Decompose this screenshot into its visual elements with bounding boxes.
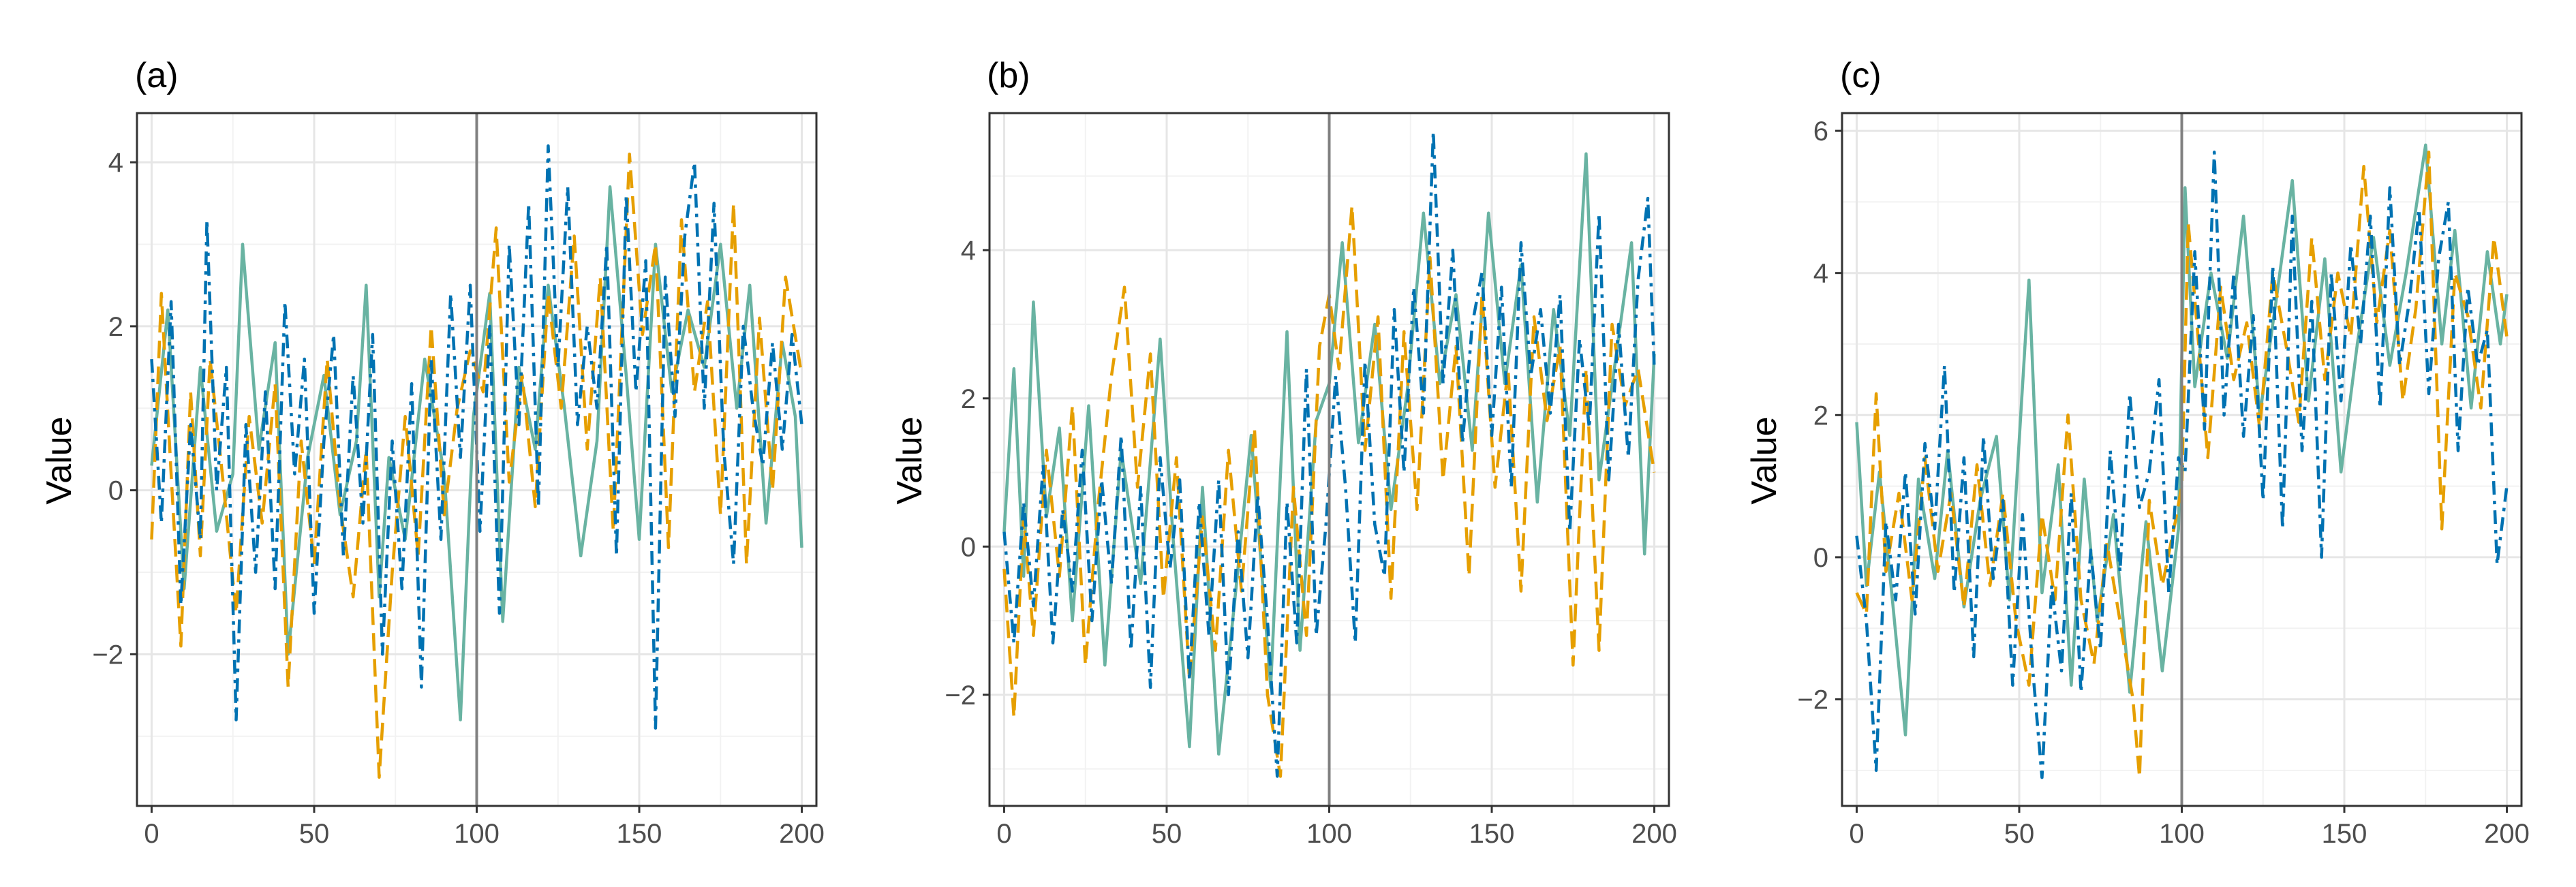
y-tick-label: 4 — [108, 148, 123, 178]
y-tick-label: 0 — [1813, 543, 1828, 573]
panel-label: (a) — [135, 56, 179, 95]
y-axis-label: Value — [890, 416, 930, 504]
panel-label: (b) — [987, 56, 1030, 95]
series-group — [150, 144, 803, 779]
x-tick-label: 150 — [2322, 819, 2367, 849]
series-line-series-1 — [1002, 152, 1656, 756]
y-tick-label: 0 — [961, 532, 976, 562]
y-tick-label: 4 — [1813, 259, 1828, 289]
x-tick-label: 100 — [1306, 819, 1352, 849]
panel-c: (c) Value −2 0 2 4 6 0 50 100 150 200 — [1745, 56, 2530, 849]
x-tick-label: 200 — [779, 819, 825, 849]
x-tick-label: 0 — [144, 819, 159, 849]
x-tick-label: 0 — [996, 819, 1011, 849]
x-tick-label: 50 — [1152, 819, 1182, 849]
x-tick-label: 50 — [299, 819, 330, 849]
y-tick-label: 6 — [1813, 116, 1828, 146]
plot-area: −2 0 2 4 0 50 100 150 200 — [945, 112, 1677, 849]
series-line-series-1 — [1855, 143, 2509, 736]
y-tick-label: 0 — [108, 476, 123, 506]
x-tick-label: 200 — [2484, 819, 2530, 849]
y-axis-label: Value — [1745, 416, 1784, 504]
y-axis-label: Value — [40, 416, 79, 504]
y-tick-label: 2 — [961, 384, 976, 414]
y-tick-label: −2 — [1797, 685, 1828, 715]
y-tick-label: −2 — [92, 640, 123, 670]
x-tick-label: 200 — [1631, 819, 1677, 849]
series-line-series-2 — [1855, 151, 2509, 779]
panel-label: (c) — [1840, 56, 1882, 95]
plot-area: −2 0 2 4 6 0 50 100 150 200 — [1797, 112, 2530, 849]
y-tick-label: 2 — [108, 312, 123, 342]
series-group — [1002, 129, 1656, 778]
series-line-series-2 — [1002, 204, 1656, 778]
series-line-series-3 — [1002, 129, 1656, 778]
x-tick-label: 150 — [617, 819, 662, 849]
panel-b: (b) Value −2 0 2 4 0 50 100 150 200 — [890, 56, 1677, 849]
x-tick-label: 100 — [2159, 819, 2205, 849]
panel-a: (a) Value −2 0 2 4 0 50 100 150 200 — [40, 56, 825, 849]
y-tick-label: 2 — [1813, 401, 1828, 431]
x-tick-label: 100 — [454, 819, 500, 849]
series-line-series-3 — [150, 144, 803, 730]
y-tick-label: −2 — [945, 681, 976, 711]
x-tick-label: 50 — [2004, 819, 2035, 849]
plot-area: −2 0 2 4 0 50 100 150 200 — [92, 112, 825, 849]
x-tick-label: 0 — [1849, 819, 1864, 849]
y-tick-label: 4 — [961, 236, 976, 266]
x-tick-label: 150 — [1469, 819, 1515, 849]
series-line-series-1 — [150, 185, 803, 721]
